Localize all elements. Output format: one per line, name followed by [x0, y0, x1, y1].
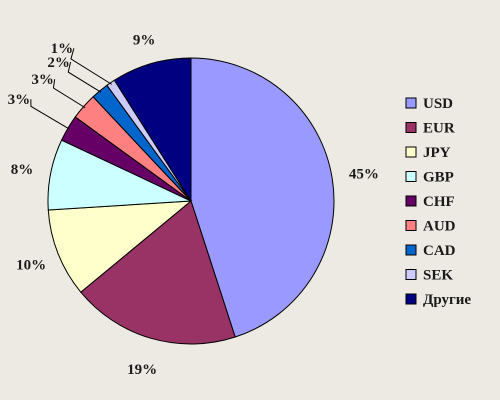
legend-label-eur: EUR: [423, 121, 455, 137]
legend: USD EUR JPY GBP CHF AUD CAD SEK Другие: [405, 96, 471, 308]
data-label-jpy: 10%: [16, 257, 46, 273]
legend-label-другие: Другие: [423, 292, 471, 308]
legend-label-sek: SEK: [423, 268, 453, 284]
legend-label-gbp: GBP: [423, 170, 454, 186]
pie-slice-jpy: [47, 200, 193, 293]
legend-label-aud: AUD: [423, 219, 456, 235]
legend-swatch-sek: [405, 269, 417, 280]
leader-line-cad: [67, 61, 102, 93]
pie-slice-другие: [113, 57, 192, 203]
leader-line-aud: [52, 79, 86, 109]
data-label-usd: 45%: [349, 167, 379, 183]
legend-swatch-usd: [405, 97, 417, 109]
data-labels: 45%19%10%8%3%3%2%1%9%: [8, 33, 379, 378]
legend-swatch-chf: [405, 195, 417, 207]
data-label-другие: 9%: [133, 33, 156, 49]
pie-slices: [47, 57, 335, 345]
legend-label-chf: CHF: [423, 194, 455, 210]
legend-label-jpy: JPY: [423, 145, 451, 161]
leader-line-chf: [30, 99, 70, 130]
data-label-eur: 19%: [127, 362, 157, 378]
pie-slice-eur: [80, 200, 236, 345]
legend-label-usd: USD: [423, 96, 453, 112]
pie-slice-usd: [190, 57, 335, 338]
data-label-chf: 3%: [8, 92, 31, 108]
legend-swatch-cad: [405, 244, 417, 256]
leader-lines: [30, 48, 113, 130]
legend-swatch-jpy: [405, 146, 417, 158]
legend-swatch-другие: [405, 293, 417, 305]
legend-swatch-eur: [405, 122, 417, 133]
legend-label-cad: CAD: [423, 243, 456, 259]
leader-line-sek: [70, 48, 113, 85]
data-label-gbp: 8%: [11, 162, 34, 178]
legend-swatch-gbp: [405, 171, 417, 182]
data-label-cad: 2%: [47, 55, 70, 71]
data-label-sek: 1%: [51, 41, 74, 57]
data-label-aud: 3%: [31, 72, 54, 88]
legend-swatch-aud: [405, 220, 417, 231]
